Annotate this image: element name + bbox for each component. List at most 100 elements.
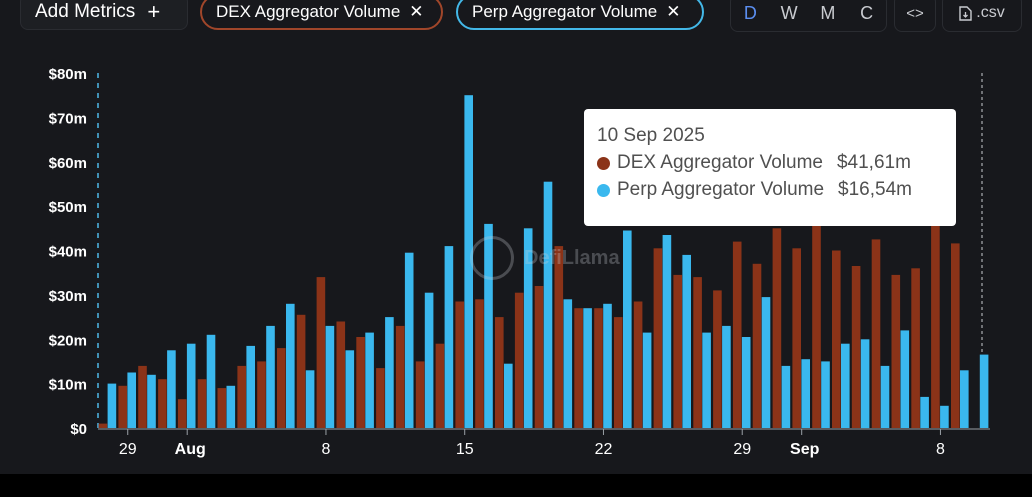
bar-perp — [186, 343, 196, 428]
bar-perp — [266, 325, 275, 428]
bar-perp — [781, 365, 791, 428]
bar-dex — [217, 388, 227, 428]
bar-dex — [633, 301, 643, 428]
close-icon[interactable]: ✕ — [409, 2, 424, 21]
bar-dex — [316, 277, 326, 428]
y-tick-label: $40m — [49, 244, 87, 261]
period-week-button[interactable]: W — [780, 2, 798, 23]
bar-perp — [960, 370, 969, 428]
x-tick-label: 8 — [322, 441, 331, 458]
bar-dex — [832, 250, 841, 428]
bar-perp — [940, 405, 949, 428]
bar-dex — [614, 317, 623, 428]
x-tick-label: 8 — [936, 441, 945, 458]
bar-perp — [246, 345, 255, 428]
period-cumulative-button[interactable]: C — [860, 2, 874, 23]
bar-perp — [206, 334, 216, 428]
bar-dex — [415, 361, 425, 428]
y-tick-label: $60m — [49, 155, 87, 172]
bar-dex — [257, 361, 266, 428]
plus-icon: + — [147, 0, 161, 24]
y-tick-label: $20m — [49, 332, 87, 349]
bar-dex — [911, 268, 920, 429]
bar-dex — [752, 263, 762, 428]
bar-perp — [880, 365, 890, 428]
bar-perp — [424, 292, 434, 428]
legend-dot — [597, 183, 610, 197]
bar-dex — [713, 290, 722, 428]
bar-dex — [693, 277, 702, 428]
bar-perp — [404, 252, 414, 428]
bar-dex — [653, 248, 663, 428]
bar-perp — [365, 332, 374, 428]
period-month-button[interactable]: M — [820, 2, 836, 23]
bar-perp — [107, 383, 117, 428]
metric-chip-perp[interactable]: Perp Aggregator Volume ✕ — [456, 0, 704, 30]
bar-dex — [514, 292, 524, 428]
download-file-icon — [959, 5, 972, 21]
y-tick-label: $70m — [49, 110, 87, 127]
bar-dex — [356, 337, 365, 428]
period-selector: D W M C — [730, 0, 887, 32]
bar-dex — [792, 248, 801, 428]
tooltip-date: 10 Sep 2025 — [597, 125, 705, 146]
bar-perp — [702, 332, 711, 428]
bar-dex — [772, 228, 782, 428]
x-tick-label: 15 — [456, 441, 474, 458]
bar-dex — [296, 314, 306, 428]
metric-chip-dex[interactable]: DEX Aggregator Volume ✕ — [200, 0, 443, 30]
bar-dex — [851, 266, 861, 428]
bar-dex — [951, 243, 960, 428]
tooltip-series-value: $41,61m — [836, 152, 911, 173]
tooltip-series-value: $16,54m — [838, 179, 912, 200]
bar-dex — [673, 274, 682, 428]
bar-perp — [860, 339, 870, 429]
bar-perp — [305, 370, 315, 428]
close-icon[interactable]: ✕ — [666, 2, 681, 21]
defillama-logo-icon — [470, 236, 514, 280]
bar-perp — [583, 308, 592, 428]
bar-perp — [325, 325, 335, 428]
bar-dex — [158, 379, 167, 428]
bar-dex — [336, 321, 346, 428]
bar-dex — [118, 385, 127, 428]
bar-perp — [662, 235, 672, 428]
bar-perp — [523, 228, 533, 428]
csv-download-button[interactable]: .csv — [942, 0, 1022, 32]
bar-dex — [495, 317, 504, 428]
bar-perp — [464, 95, 473, 428]
bar-dex — [197, 379, 207, 428]
add-metrics-button[interactable]: Add Metrics + — [20, 0, 188, 30]
csv-label: .csv — [976, 4, 1005, 21]
bar-perp — [484, 223, 493, 428]
bar-chart: $0 $10m $20m $30m $40m $50m $60m $70m $80m 29 Aug… — [49, 66, 990, 458]
add-metrics-label: Add Metrics — [35, 1, 136, 22]
bar-perp — [345, 350, 355, 428]
bar-perp — [722, 325, 731, 428]
bar-perp — [682, 254, 691, 428]
bar-dex — [891, 274, 901, 428]
bar-dex — [98, 423, 108, 428]
bar-perp — [623, 230, 632, 428]
code-icon: <> — [906, 4, 924, 22]
bar-dex — [574, 308, 583, 428]
bar-perp — [603, 303, 612, 429]
bar-dex — [554, 246, 564, 428]
bar-perp — [642, 332, 652, 428]
x-tick-label: 29 — [119, 441, 137, 458]
y-axis: $0 $10m $20m $30m $40m $50m $60m $70m $80m — [49, 66, 990, 438]
period-day-button[interactable]: D — [743, 2, 757, 23]
bar-dex — [435, 343, 445, 428]
bar-dex — [177, 399, 187, 428]
bar-dex — [277, 348, 286, 428]
bars[interactable] — [98, 95, 989, 429]
x-tick-label: Sep — [790, 441, 820, 458]
bar-perp — [841, 343, 850, 428]
embed-button[interactable]: <> — [894, 0, 936, 32]
bar-dex — [732, 241, 742, 428]
bar-perp — [900, 330, 910, 428]
bar-dex — [594, 308, 603, 428]
x-tick-label: 29 — [733, 441, 751, 458]
bar-perp — [821, 361, 830, 428]
x-axis: 29 Aug 8 15 22 29 Sep 8 — [119, 429, 945, 458]
